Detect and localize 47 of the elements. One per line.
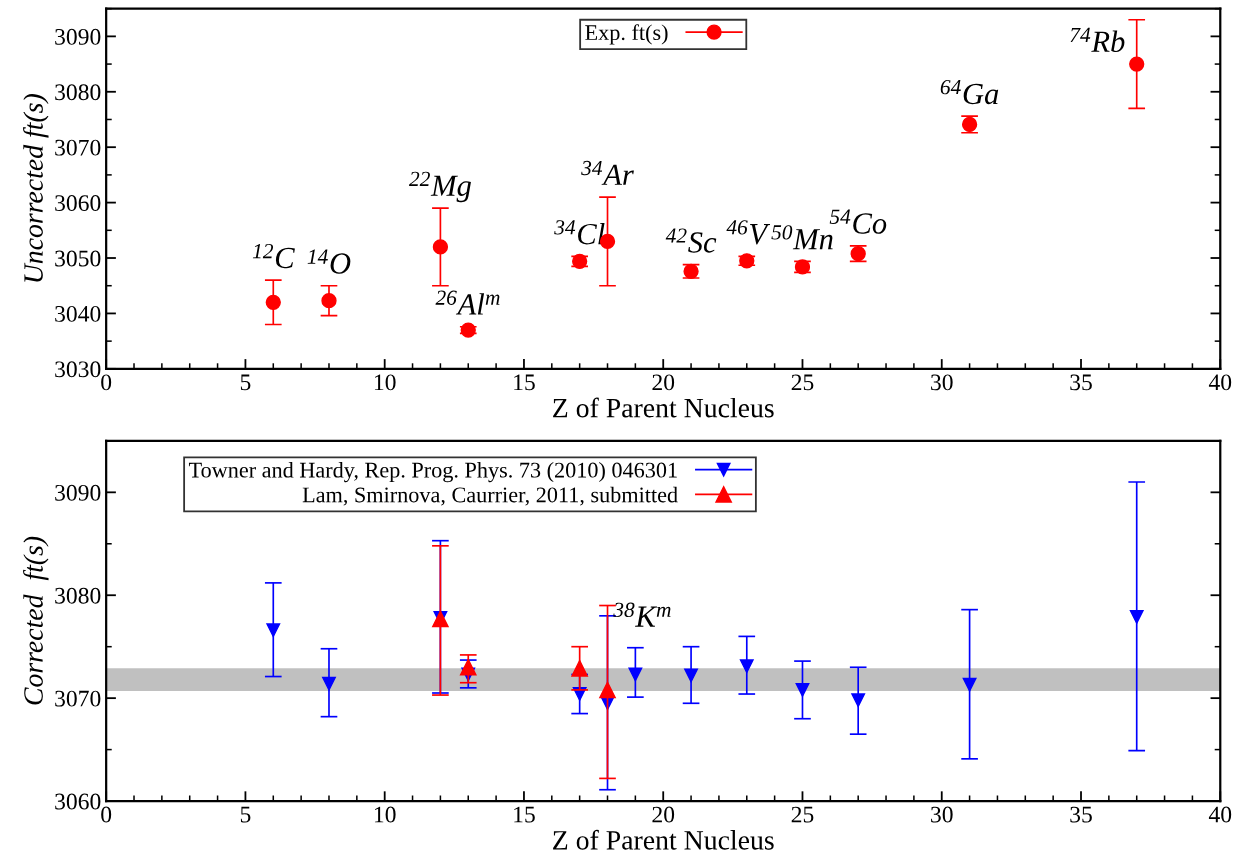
annotation: $^{38}$K$^{m}$: [613, 602, 671, 627]
y-tick-label: 3080: [55, 84, 101, 101]
legend-label: Lam, Smirnova, Caurrier, 2011, submitted: [302, 486, 678, 506]
annotation: $^{46}$V: [726, 220, 771, 245]
x-tick-label: 25: [791, 374, 814, 391]
annotation: $^{64}$Ga: [940, 79, 999, 105]
y-tick-label: 3070: [55, 690, 101, 707]
legend-label: Exp. ft(s): [585, 24, 668, 45]
x-tick-label: 10: [374, 806, 396, 823]
x-tick-label: 5: [240, 806, 251, 823]
y-tick-label: 3060: [55, 793, 101, 810]
x-tick-label: 10: [374, 374, 396, 391]
annotation: $^{22}$Mg: [409, 171, 471, 203]
y-tick-label: 3030: [55, 361, 101, 378]
x-tick-label: 40: [1208, 806, 1232, 823]
y-tick-label: 3090: [55, 484, 101, 501]
y-tick-label: 3080: [55, 587, 101, 604]
x-tick-label: 0: [101, 806, 112, 823]
y-axis-title: Corrected ft(s): [23, 536, 49, 705]
x-tick-label: 30: [931, 806, 953, 823]
x-tick-label: 15: [514, 374, 535, 391]
y-tick-label: 3050: [55, 250, 101, 267]
x-tick-label: 40: [1208, 374, 1232, 391]
annotation: $^{26}$Al$^{m}$: [435, 290, 500, 315]
legend-label: Towner and Hardy, Rep. Prog. Phys. 73 (2010) 046301: [188, 461, 677, 483]
x-tick-label: 5: [240, 374, 251, 391]
y-tick-label: 3040: [55, 305, 101, 322]
y-tick-label: 3070: [55, 139, 101, 156]
x-tick-label: 20: [652, 374, 675, 391]
x-tick-label: 0: [101, 374, 112, 391]
annotation: $^{74}$Rb: [1070, 27, 1125, 53]
x-axis-title: Z of Parent Nucleus: [553, 397, 774, 418]
annotation: $^{12}$C: [252, 243, 295, 269]
annotation: $^{34}$Cl: [554, 220, 605, 245]
x-axis-title: Z of Parent Nucleus: [553, 829, 774, 850]
y-axis-title: Uncorrected ft(s): [23, 94, 49, 282]
x-tick-label: 25: [791, 806, 814, 823]
y-tick-label: 3060: [55, 195, 101, 212]
y-tick-label: 3090: [55, 28, 101, 45]
x-tick-label: 15: [514, 806, 535, 823]
x-tick-label: 30: [931, 374, 953, 391]
x-tick-label: 20: [652, 806, 675, 823]
x-tick-label: 35: [1070, 806, 1092, 823]
annotation: $^{34}$Ar: [581, 160, 634, 185]
annotation: $^{14}$O: [307, 249, 351, 274]
annotation: $^{42}$Sc: [665, 228, 717, 253]
x-tick-label: 35: [1070, 374, 1092, 391]
